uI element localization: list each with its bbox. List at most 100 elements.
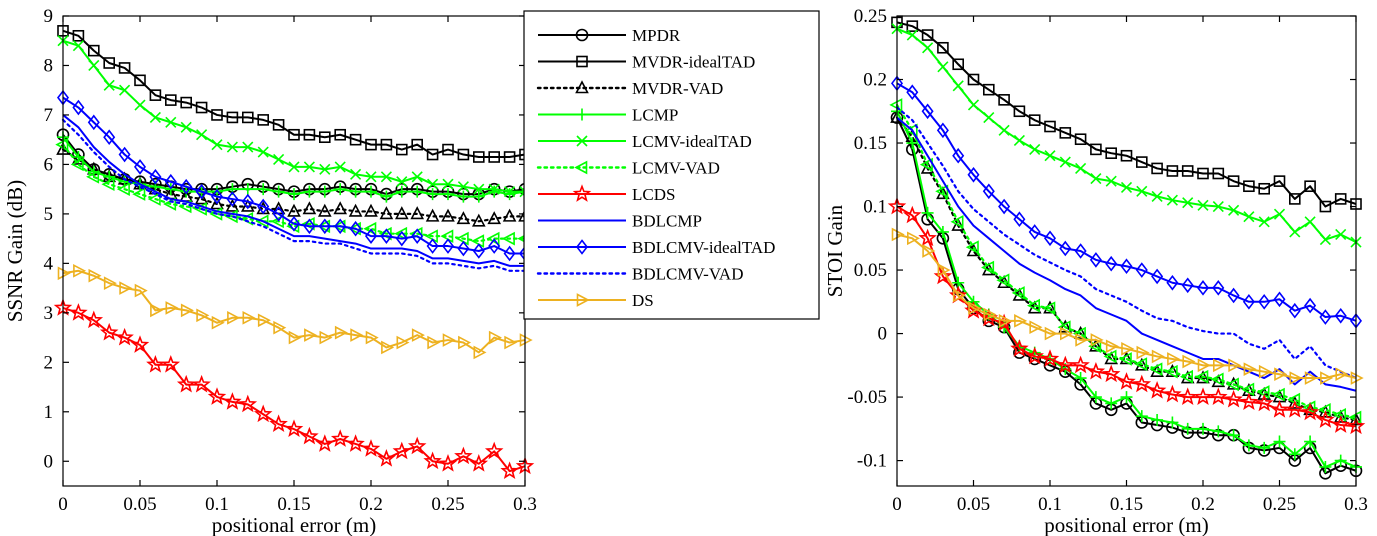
ssnr-point-mvdr-idealtad xyxy=(334,128,347,141)
ssnr-series-mvdr-idealtad xyxy=(62,29,526,158)
ssnr-point-bdlcmv-idealtad xyxy=(503,245,516,262)
ssnr-point-lcmv-idealtad xyxy=(473,183,485,195)
ssnr-point-mvdr-idealtad xyxy=(149,89,162,101)
stoi-y-tick-label: 0.1 xyxy=(863,197,887,218)
legend-label-bdlcmv-vad: BDLCMV-VAD xyxy=(632,265,743,284)
ssnr-point-ds xyxy=(57,266,71,281)
stoi-point-mvdr-idealtad xyxy=(1074,133,1087,146)
ssnr-point-lcds xyxy=(99,322,119,341)
stoi-point-ds xyxy=(952,288,966,303)
legend-marker-lcmv-vad xyxy=(574,160,588,175)
ssnr-point-mvdr-idealtad xyxy=(165,94,177,106)
ssnr-x-tick-label: 0.15 xyxy=(277,494,310,515)
stoi-point-lcmp xyxy=(1227,429,1240,442)
ssnr-point-lcmv-idealtad xyxy=(211,139,223,151)
stoi-point-lcmv-idealtad xyxy=(1151,190,1163,202)
stoi-point-mvdr-idealtad xyxy=(1334,193,1347,205)
stoi-point-mvdr-idealtad xyxy=(1197,167,1209,180)
ssnr-point-lcmv-idealtad xyxy=(103,79,115,91)
ssnr-point-bdlcmv-idealtad xyxy=(287,215,301,232)
stoi-point-lcmp xyxy=(921,206,934,219)
stoi-point-mvdr-idealtad xyxy=(1013,105,1026,118)
stoi-series-bdlcmv-vad xyxy=(895,106,1358,380)
ssnr-point-lcmp xyxy=(395,185,408,198)
stoi-point-lcds xyxy=(933,266,953,285)
stoi-series-group xyxy=(887,16,1366,480)
stoi-point-lcmv-idealtad xyxy=(937,61,949,73)
stoi-point-bdlcmv-idealtad xyxy=(1105,255,1118,272)
ssnr-point-mvdr-idealtad xyxy=(349,133,362,146)
ssnr-point-ds xyxy=(211,315,225,330)
ssnr-point-ds xyxy=(227,310,241,325)
ssnr-series-ds xyxy=(62,269,526,354)
stoi-plot: 0 0.05 0.1 0.15 0.2 0.25 0.3 -0.1 -0.05 0 0.05 0.1 0… xyxy=(823,6,1368,536)
ssnr-point-ds xyxy=(150,303,164,318)
stoi-point-lcds xyxy=(1132,374,1152,393)
stoi-point-lcmv-idealtad xyxy=(1258,216,1270,228)
stoi-point-bdlcmv-idealtad xyxy=(1212,280,1225,296)
ssnr-point-ds xyxy=(488,330,502,345)
ssnr-x-tick-label: 0.2 xyxy=(359,494,383,515)
ssnr-point-ds xyxy=(519,333,533,347)
ssnr-point-lcds xyxy=(269,414,288,433)
stoi-y-tick-label: 0 xyxy=(878,324,888,345)
stoi-x-tick-label: 0 xyxy=(892,494,902,515)
legend-marker-mvdr-idealtad xyxy=(576,55,588,68)
stoi-point-lcmp xyxy=(1273,435,1286,448)
ssnr-point-bdlcmv-idealtad xyxy=(210,188,224,205)
ssnr-x-tick-label: 0.1 xyxy=(205,494,229,515)
ssnr-point-lcds xyxy=(207,387,227,405)
stoi-x-tick-label: 0.15 xyxy=(1110,494,1143,515)
stoi-point-lcmv-vad xyxy=(935,184,949,199)
ssnr-point-mvdr-vad xyxy=(471,213,486,227)
stoi-point-bdlcmv-idealtad xyxy=(967,166,980,183)
ssnr-point-lcds xyxy=(176,374,196,393)
legend-label-lcmp: LCMP xyxy=(632,106,678,125)
ssnr-point-ds xyxy=(411,328,425,342)
ssnr-point-lcmv-idealtad xyxy=(134,99,146,111)
ssnr-point-lcmp xyxy=(334,183,347,196)
ssnr-point-lcds xyxy=(284,419,304,437)
ssnr-series-group xyxy=(53,25,535,480)
stoi-point-lcds xyxy=(1300,402,1320,421)
stoi-point-lcmv-idealtad xyxy=(983,112,995,124)
ssnr-point-lcmv-idealtad xyxy=(303,161,315,173)
stoi-point-lcds xyxy=(1285,400,1305,418)
ssnr-point-ds xyxy=(134,283,148,298)
ssnr-point-bdlcmv-idealtad xyxy=(457,240,470,257)
stoi-point-lcmv-vad xyxy=(904,123,918,138)
stoi-point-lcds xyxy=(1254,393,1274,412)
ssnr-point-lcds xyxy=(346,434,365,452)
ssnr-point-mvdr-idealtad xyxy=(503,151,516,163)
ssnr-point-mvdr-idealtad xyxy=(442,143,454,156)
ssnr-point-mvdr-vad xyxy=(333,201,348,215)
ssnr-point-ds xyxy=(427,335,441,350)
ssnr-point-lcmv-idealtad xyxy=(396,176,408,188)
stoi-point-lcds xyxy=(1331,415,1350,433)
ssnr-point-ds xyxy=(88,268,102,283)
ssnr-point-lcds xyxy=(161,355,181,373)
ssnr-y-tick-label: 4 xyxy=(44,253,54,274)
stoi-point-lcmv-idealtad xyxy=(906,29,918,41)
stoi-y-tick-label: 0.2 xyxy=(863,70,887,91)
ssnr-point-lcds xyxy=(253,404,273,423)
stoi-series-bdlcmv-idealtad xyxy=(896,82,1357,322)
stoi-point-bdlcmv-idealtad xyxy=(1043,230,1057,247)
ssnr-point-mvdr-vad xyxy=(210,196,224,210)
ssnr-point-lcds xyxy=(377,449,396,467)
stoi-point-mvdr-idealtad xyxy=(1319,200,1332,213)
ssnr-point-ds xyxy=(334,325,348,340)
ssnr-point-lcmv-idealtad xyxy=(257,146,269,158)
legend-marker-ds xyxy=(576,293,590,307)
stoi-point-mvdr-idealtad xyxy=(1273,175,1286,187)
ssnr-point-mvdr-idealtad xyxy=(72,29,85,42)
stoi-point-mvdr-idealtad xyxy=(1258,182,1270,195)
stoi-point-ds xyxy=(1090,333,1104,347)
legend-marker-bdlcmv-idealtad xyxy=(575,239,589,255)
stoi-y-tick-label: -0.1 xyxy=(857,451,887,472)
ssnr-point-bdlcmv-idealtad xyxy=(318,218,331,235)
stoi-point-ds xyxy=(1320,371,1334,385)
ssnr-point-mvdr-idealtad xyxy=(395,143,408,156)
ssnr-point-ds xyxy=(119,281,133,295)
ssnr-point-lcmv-idealtad xyxy=(488,183,500,195)
